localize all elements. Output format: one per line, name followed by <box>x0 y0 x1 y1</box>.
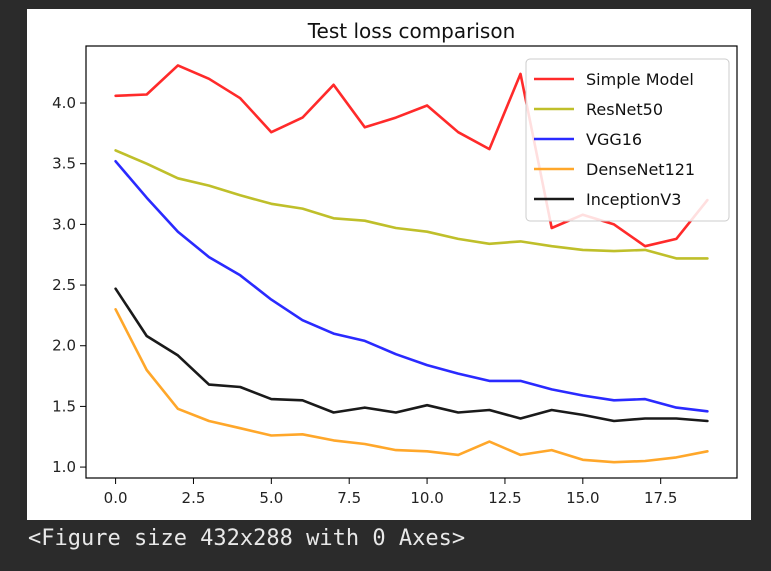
x-tick-label: 5.0 <box>259 489 283 507</box>
series-lines <box>114 64 709 464</box>
legend-label: VGG16 <box>586 130 642 149</box>
y-tick-label: 3.0 <box>52 215 76 233</box>
axes-border <box>85 45 738 479</box>
series-line-inceptionv3 <box>114 287 709 423</box>
console-output-text: <Figure size 432x288 with 0 Axes> <box>28 526 466 551</box>
x-tick-label: 2.5 <box>182 489 206 507</box>
series-line-resnet50 <box>114 149 709 260</box>
x-tick-label: 12.5 <box>488 489 521 507</box>
y-tick-label: 3.5 <box>52 155 76 173</box>
y-tick-label: 1.5 <box>52 397 76 415</box>
axes-frame <box>85 45 738 479</box>
series-line-densenet121 <box>114 307 709 464</box>
x-tick-label: 15.0 <box>566 489 599 507</box>
legend: Simple Model ResNet50 VGG16 DenseNet121 Ince… <box>525 58 730 222</box>
x-axis: 0.0 2.5 5.0 7.5 10.0 12.5 15.0 17.5 <box>104 478 677 507</box>
chart-title: Test loss comparison <box>307 19 516 43</box>
y-tick-label: 1.0 <box>52 458 76 476</box>
series-line-vgg16 <box>114 160 709 413</box>
legend-label: InceptionV3 <box>586 190 681 209</box>
x-tick-label: 0.0 <box>104 489 128 507</box>
series-line-simple-model <box>114 64 709 248</box>
test-loss-chart: 0.0 2.5 5.0 7.5 10.0 12.5 15.0 17.5 1.0 1.5 2.0 2.… <box>52 19 738 507</box>
legend-label: ResNet50 <box>586 100 663 119</box>
legend-box <box>525 58 730 222</box>
y-tick-label: 4.0 <box>52 94 76 112</box>
y-tick-label: 2.5 <box>52 276 76 294</box>
legend-label: Simple Model <box>586 70 694 89</box>
y-tick-label: 2.0 <box>52 337 76 355</box>
x-tick-label: 17.5 <box>644 489 677 507</box>
legend-label: DenseNet121 <box>586 160 695 179</box>
x-tick-label: 10.0 <box>410 489 443 507</box>
y-axis: 1.0 1.5 2.0 2.5 3.0 3.5 4.0 <box>52 94 86 476</box>
x-tick-label: 7.5 <box>337 489 361 507</box>
figure-canvas: 0.0 2.5 5.0 7.5 10.0 12.5 15.0 17.5 1.0 1.5 2.0 2.… <box>27 9 751 520</box>
